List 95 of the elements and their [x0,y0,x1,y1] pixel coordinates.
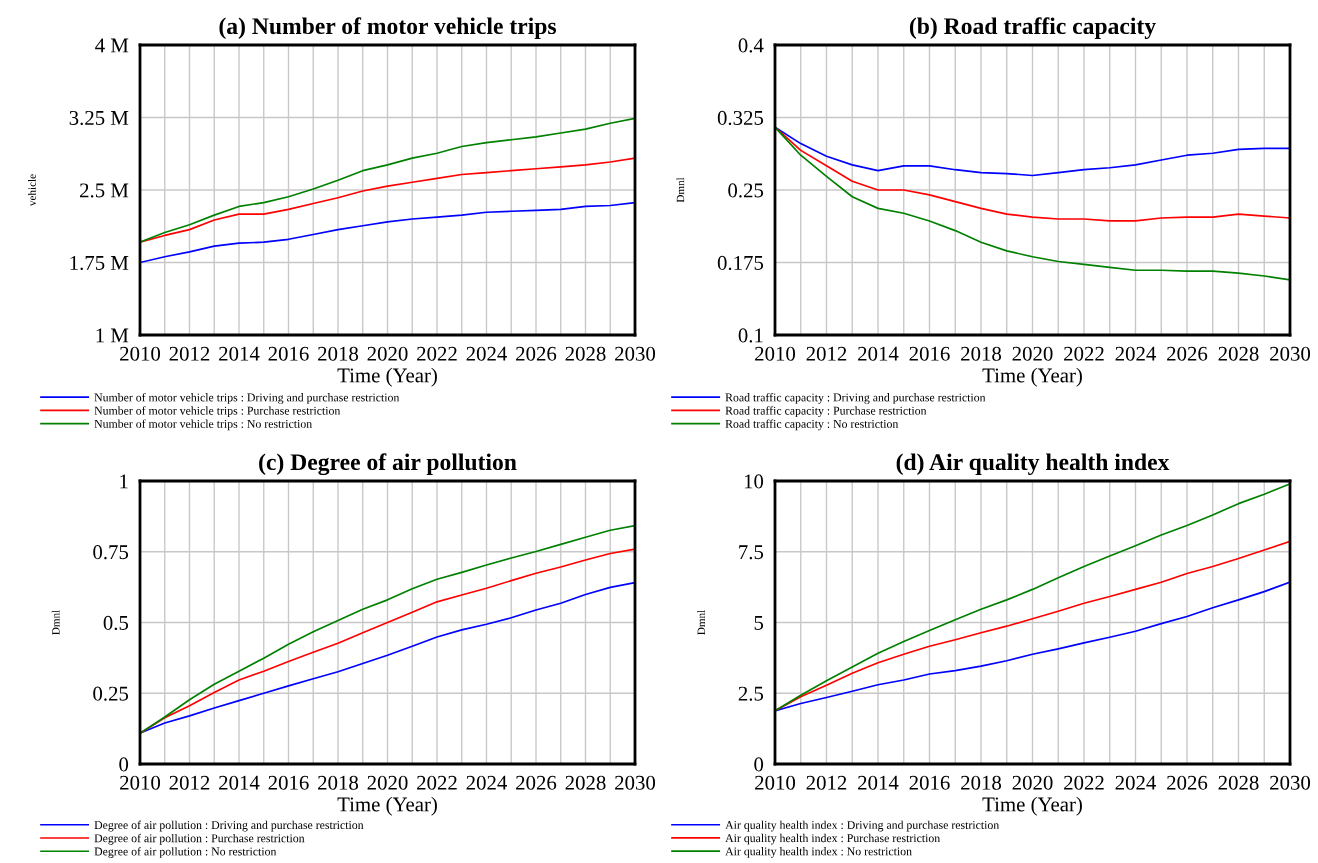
x-tick-label: 2016 [268,775,309,790]
x-tick-label: 2012 [169,346,210,361]
x-tick-label: 2030 [615,775,656,790]
line-series [140,117,635,244]
x-tick-label: 2014 [219,775,260,790]
chart-title: (a) Number of motor vehicle trips [219,17,557,39]
x-tick-label: 2026 [1167,346,1208,361]
x-tick-label: 2026 [516,775,557,790]
y-tick-label: 0.75 [93,545,129,560]
x-tick-label: 2016 [268,346,309,361]
y-tick-label: 0.325 [717,110,764,126]
x-tick-label: 2014 [858,346,899,361]
y-tick-label: 1.75 M [70,255,129,271]
y-axis-title: Dmnl [51,610,60,635]
x-tick-label: 2018 [318,775,359,790]
x-tick-label: 2022 [1064,346,1104,361]
y-axis-title: Dmnl [697,610,705,635]
y-axis-title: Dmnl [676,177,685,203]
y-tick-label: 0.25 [93,686,129,701]
x-tick-label: 2028 [565,775,606,790]
y-tick-label: 10 [744,474,764,489]
legend-label: Degree of air pollution : Driving and purchase restriction [94,820,364,832]
x-tick-label: 2030 [615,346,656,361]
y-tick-label: 1 M [96,328,129,343]
x-tick-label: 2018 [961,775,1002,790]
x-axis-title: Time (Year) [337,367,437,387]
y-tick-label: 0 [754,757,764,772]
y-tick-label: 0.25 [728,183,764,198]
y-tick-label: 0 [119,757,129,772]
y-tick-label: 3.25 M [69,110,129,126]
x-tick-label: 2010 [120,346,161,361]
legend-label: Number of motor vehicle trips : Purchase restriction [94,406,341,418]
x-tick-label: 2020 [367,346,408,361]
x-tick-label: 2010 [755,775,796,790]
x-tick-label: 2010 [120,775,161,790]
legend-label: Number of motor vehicle trips : No restriction [94,419,312,431]
x-tick-label: 2012 [169,775,210,790]
legend-label: Air quality health index : Driving and purchase restriction [725,820,1000,832]
x-tick-label: 2026 [516,346,557,361]
x-tick-label: 2022 [1064,775,1104,790]
x-tick-label: 2018 [318,346,359,361]
x-tick-label: 2024 [1115,346,1157,361]
y-tick-label: 5 [754,616,764,630]
legend-label: Road traffic capacity : No restriction [725,419,899,431]
x-tick-label: 2012 [806,346,847,361]
x-tick-label: 2020 [1012,346,1053,361]
legend-label: Degree of air pollution : Purchase restriction [94,833,305,845]
legend-label: Number of motor vehicle trips : Driving and purchase restriction [94,393,400,404]
x-tick-label: 2018 [961,346,1002,361]
line-series [775,126,1290,222]
line-series [775,126,1290,281]
x-tick-label: 2014 [219,346,260,361]
y-tick-label: 7.5 [739,545,764,560]
y-tick-label: 0.5 [103,615,129,631]
x-tick-label: 2022 [417,775,457,790]
x-tick-label: 2024 [1115,775,1157,790]
x-tick-label: 2028 [1218,346,1259,361]
x-tick-label: 2022 [417,346,457,361]
line-series [140,581,635,734]
legend-label: Road traffic capacity : Purchase restriction [725,406,927,418]
x-tick-label: 2028 [565,346,606,361]
x-tick-label: 2024 [466,346,508,361]
legend-label: Air quality health index : Purchase restriction [725,833,941,845]
legend-label: Air quality health index : No restriction [725,847,912,858]
x-tick-label: 2024 [466,775,508,790]
legend-label: Degree of air pollution : No restriction [94,847,277,858]
x-tick-label: 2016 [909,775,950,790]
x-tick-label: 2026 [1167,775,1208,790]
chart-title: (c) Degree of air pollution [259,453,517,476]
y-tick-label: 0.4 [738,38,764,53]
x-axis-title: Time (Year) [337,796,437,816]
y-tick-label: 2.5 M [80,183,129,198]
y-tick-label: 0.1 [738,328,763,343]
legend-label: Road traffic capacity : Driving and purchase restriction [725,393,986,404]
x-tick-label: 2014 [858,775,899,790]
y-axis-title: vehicle [28,174,36,207]
x-tick-label: 2030 [1270,775,1311,790]
y-tick-label: 0.175 [717,255,764,271]
chart-title: (b) Road traffic capacity [909,17,1156,39]
x-tick-label: 2020 [367,775,408,790]
line-series [775,126,1290,177]
x-axis-title: Time (Year) [982,367,1082,387]
line-series [775,581,1290,712]
y-tick-label: 2.5 [738,686,764,701]
line-series [140,201,635,264]
x-tick-label: 2020 [1012,775,1053,790]
x-tick-label: 2030 [1270,346,1311,361]
chart-title: (d) Air quality health index [896,453,1170,475]
x-axis-title: Time (Year) [982,796,1082,816]
x-tick-label: 2012 [806,775,847,790]
y-tick-label: 4 M [95,38,129,53]
x-tick-label: 2028 [1218,775,1259,790]
x-tick-label: 2016 [909,346,950,361]
x-tick-label: 2010 [755,346,796,361]
y-tick-label: 1 [120,474,128,489]
